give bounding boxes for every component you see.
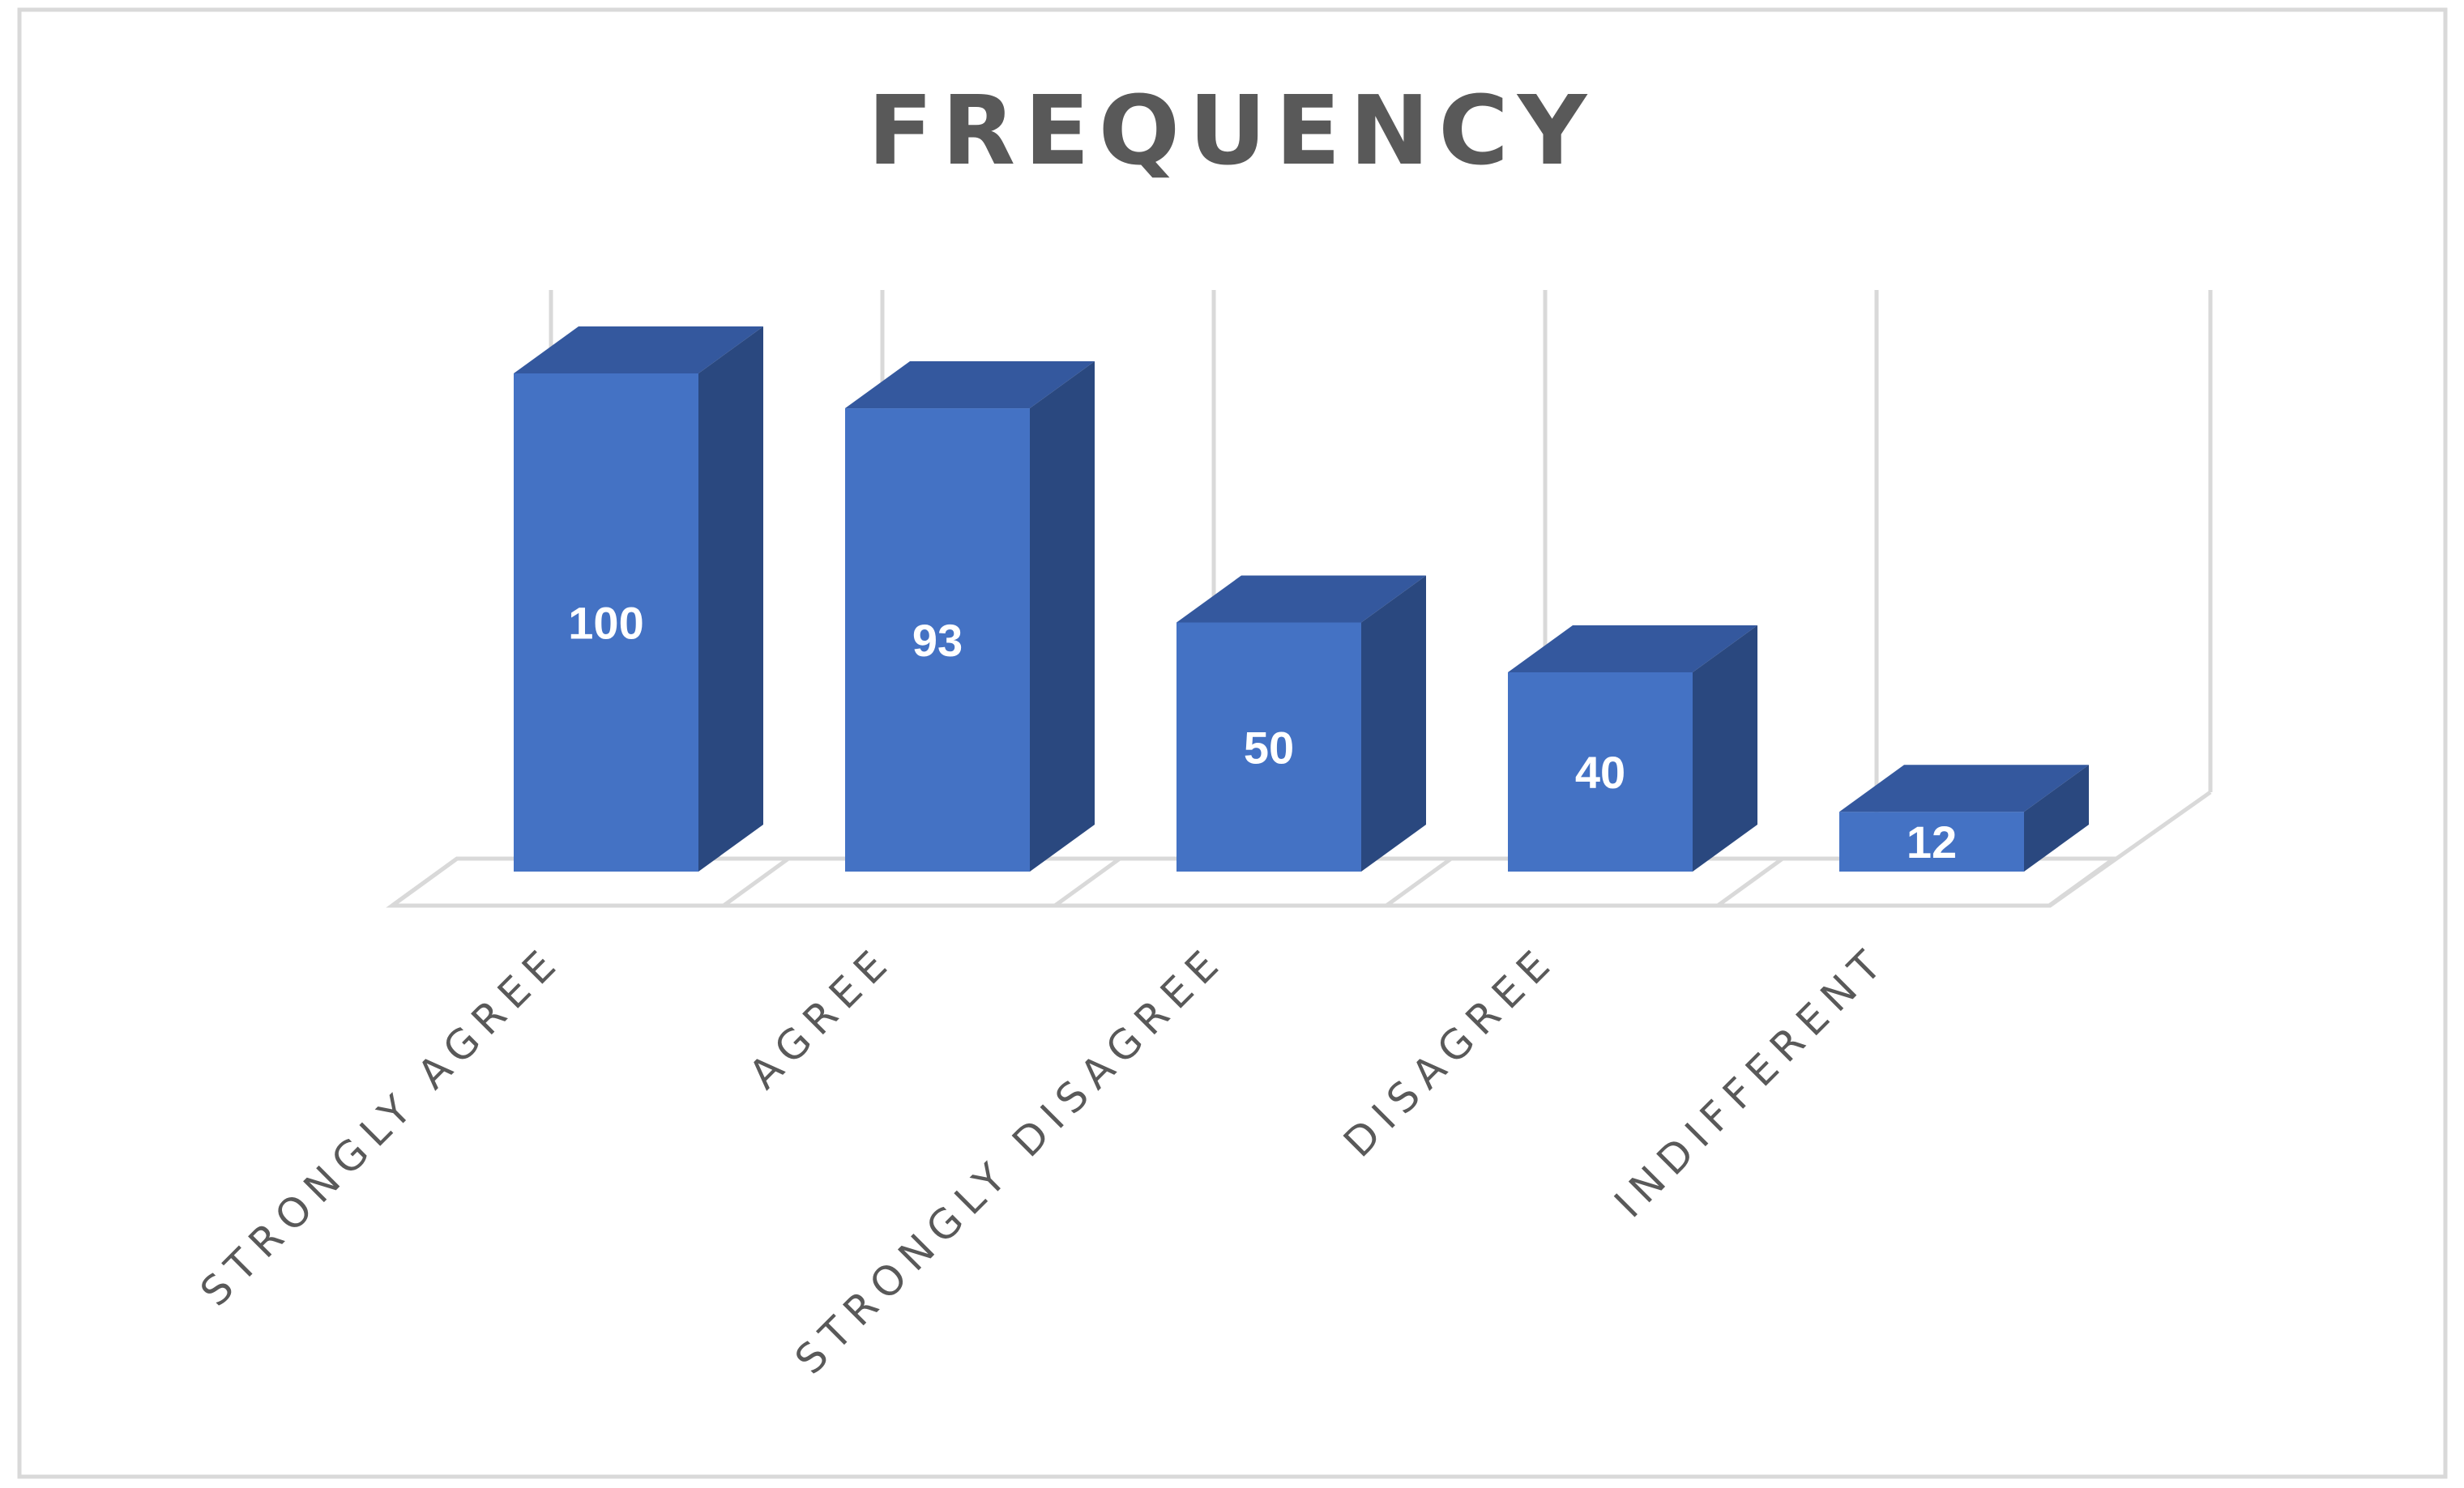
bar-front-5: [1839, 812, 2024, 872]
bar-side-3: [1361, 575, 1426, 872]
floor-divider-line: [1053, 856, 1121, 908]
data-label-4: 40: [1575, 747, 1625, 798]
bar-top-2: [845, 361, 1095, 409]
floor-divider-line: [391, 856, 459, 908]
data-label-1: 100: [568, 598, 643, 649]
chart-title: FREQUENCY: [868, 75, 1596, 186]
bar-side-1: [698, 326, 763, 872]
bar-top-4: [1508, 625, 1757, 672]
bar-front-2: [845, 408, 1030, 872]
data-label-2: 93: [912, 615, 963, 666]
bar-side-5: [2024, 765, 2089, 872]
bar-top-5: [1839, 765, 2089, 812]
bar-top-3: [1176, 575, 1426, 623]
bar-side-4: [1693, 625, 1757, 872]
bar-front-4: [1508, 672, 1693, 872]
bar-top-1: [514, 326, 763, 373]
floor-right-edge: [2048, 790, 2212, 908]
data-label-5: 12: [1907, 816, 1957, 868]
floor-divider-line: [722, 856, 790, 908]
floor-divider-line: [1716, 856, 1784, 908]
bars-layer: 100 93 50 40 12: [514, 326, 2089, 872]
bar-side-2: [1030, 361, 1095, 872]
bar-front-1: [514, 373, 698, 872]
bar-front-3: [1176, 622, 1361, 872]
floor-divider-line: [1385, 856, 1453, 908]
data-label-3: 50: [1244, 722, 1294, 773]
